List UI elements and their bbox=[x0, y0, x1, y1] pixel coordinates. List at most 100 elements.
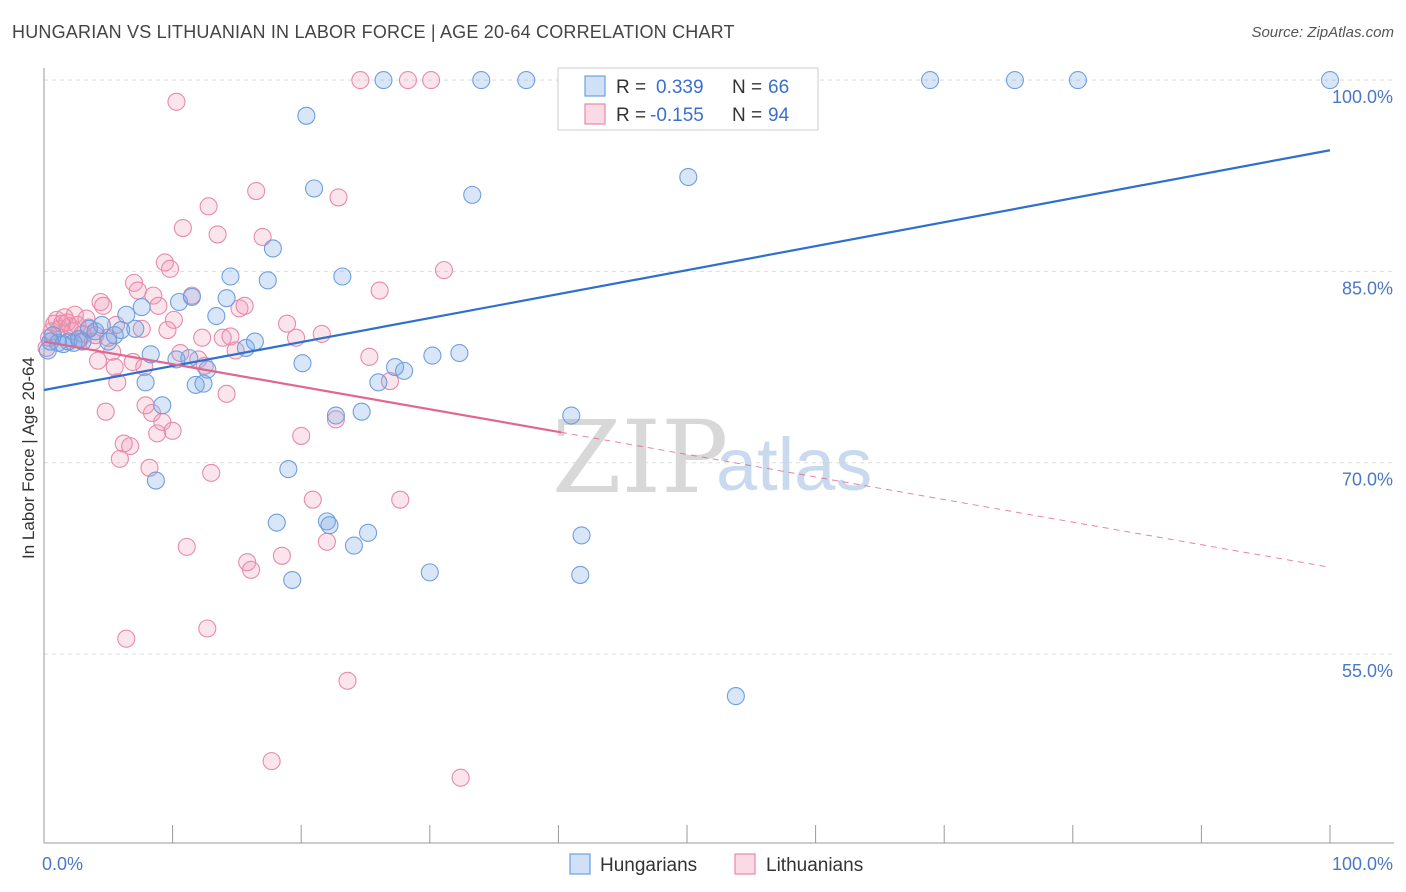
lithuanian-point-72 bbox=[272, 546, 291, 565]
lithuanian-point-58 bbox=[199, 197, 218, 216]
lithuanian-point-39 bbox=[142, 403, 162, 423]
lithuanian-point-21 bbox=[94, 296, 113, 315]
lithuanian-point-73 bbox=[278, 314, 297, 333]
lithuanian-point-48 bbox=[164, 310, 183, 329]
hungarian-point-44 bbox=[326, 406, 345, 425]
x-tick-label-min: 0.0% bbox=[42, 854, 83, 874]
lithuanian-point-31 bbox=[121, 437, 140, 456]
lithuanian-point-59 bbox=[202, 463, 221, 482]
lithuanian-point-62 bbox=[217, 384, 236, 403]
axes bbox=[43, 68, 1394, 844]
hungarian-point-29 bbox=[207, 306, 226, 326]
lithuanian-point-78 bbox=[317, 532, 336, 551]
hungarian-point-47 bbox=[352, 402, 371, 421]
hungarian-point-60 bbox=[571, 565, 590, 584]
hungarian-point-65 bbox=[921, 71, 940, 90]
series-legend-hungarians: Hungarians bbox=[600, 855, 697, 876]
lithuanian-point-69 bbox=[247, 182, 266, 201]
hungarian-point-50 bbox=[374, 71, 393, 90]
watermark: ZIP atlas bbox=[552, 399, 872, 516]
y-tick-label-2: 85.0% bbox=[1342, 278, 1393, 298]
hungarian-point-41 bbox=[305, 179, 324, 198]
source-label: Source: ZipAtlas.com bbox=[1251, 24, 1394, 41]
hungarian-point-15 bbox=[117, 305, 136, 324]
lithuanian-point-71 bbox=[262, 752, 281, 771]
lithuanian-point-11 bbox=[65, 305, 84, 324]
lithuanian-point-75 bbox=[292, 426, 311, 445]
lithuanian-point-60 bbox=[208, 225, 227, 244]
hungarian-point-39 bbox=[293, 354, 312, 373]
hungarian-point-33 bbox=[245, 332, 264, 351]
hungarian-point-25 bbox=[182, 287, 201, 306]
lithuanian-point-52 bbox=[177, 537, 196, 556]
hungarian-point-43 bbox=[320, 516, 339, 535]
hungarian-point-26 bbox=[186, 375, 205, 394]
hungarian-point-58 bbox=[517, 71, 536, 90]
legend-r-value-2: -0.155 bbox=[650, 105, 704, 126]
lithuanian-point-57 bbox=[198, 619, 217, 638]
legend-r-label-1: R = bbox=[616, 77, 646, 98]
hungarian-point-18 bbox=[136, 373, 155, 392]
hungarian-point-11 bbox=[92, 315, 111, 335]
y-tick-label-3: 100.0% bbox=[1332, 87, 1393, 107]
hungarian-point-67 bbox=[1068, 71, 1087, 90]
hungarian-point-51 bbox=[386, 357, 405, 377]
lithuanian-point-79 bbox=[326, 410, 345, 429]
lithuanian-point-28 bbox=[110, 449, 129, 468]
hungarian-point-54 bbox=[423, 346, 442, 365]
tick-labels: 55.0% 70.0% 85.0% 100.0% 0.0% 100.0% bbox=[42, 87, 1393, 874]
x-tick-label-max: 100.0% bbox=[1332, 854, 1393, 874]
lithuanian-point-12 bbox=[68, 315, 87, 335]
lithuanian-point-84 bbox=[370, 281, 389, 300]
lithuanian-point-88 bbox=[422, 71, 441, 90]
lithuanian-point-46 bbox=[160, 259, 180, 278]
legend-n-value-1: 66 bbox=[768, 77, 789, 98]
hungarian-point-62 bbox=[679, 167, 698, 187]
watermark-zip: ZIP bbox=[552, 399, 728, 516]
lithuanian-point-19 bbox=[88, 351, 108, 370]
lithuanian-point-25 bbox=[105, 357, 124, 377]
lithuanian-point-90 bbox=[451, 768, 470, 787]
lithuanian-point-80 bbox=[329, 188, 348, 207]
hungarian-point-45 bbox=[333, 267, 352, 286]
hungarian-point-48 bbox=[359, 523, 378, 542]
hungarian-point-21 bbox=[153, 396, 172, 415]
hungarian-point-31 bbox=[221, 267, 240, 286]
lithuanian-point-45 bbox=[158, 321, 177, 340]
lithuanian-point-89 bbox=[434, 261, 453, 280]
legend-n-value-2: 94 bbox=[768, 105, 790, 126]
series-legend: Hungarians Lithuanians bbox=[569, 853, 863, 876]
lithuanian-point-66 bbox=[235, 296, 254, 315]
lithuanian-point-47 bbox=[163, 421, 182, 440]
legend-r-value-1: 0.339 bbox=[656, 77, 704, 98]
lithuanian-point-70 bbox=[253, 227, 272, 247]
series-legend-swatch-hungarians bbox=[569, 853, 591, 875]
hungarian-point-52 bbox=[395, 361, 414, 380]
hungarian-point-40 bbox=[297, 106, 316, 125]
lithuanian-point-61 bbox=[213, 328, 232, 347]
lithuanian-point-76 bbox=[303, 490, 322, 509]
hungarian-point-34 bbox=[258, 271, 277, 290]
watermark-atlas: atlas bbox=[716, 423, 872, 506]
lithuanian-point-65 bbox=[230, 299, 249, 318]
hungarian-point-20 bbox=[146, 471, 165, 490]
y-axis-label: In Labor Force | Age 20-64 bbox=[19, 357, 38, 559]
hungarian-point-49 bbox=[369, 373, 388, 392]
legend-swatch-hungarian bbox=[584, 75, 606, 97]
hungarian-point-27 bbox=[194, 374, 213, 393]
hungarian-point-16 bbox=[126, 319, 145, 338]
y-tick-label-1: 70.0% bbox=[1342, 470, 1393, 490]
hungarian-point-37 bbox=[279, 460, 298, 479]
legend-n-label-2: N = bbox=[732, 105, 762, 126]
lithuanian-point-49 bbox=[167, 92, 186, 111]
lithuanian-point-82 bbox=[351, 71, 370, 90]
lithuanian-point-51 bbox=[173, 218, 192, 238]
lithuanian-point-85 bbox=[380, 372, 399, 391]
hungarian-point-57 bbox=[472, 71, 491, 90]
hungarian-point-56 bbox=[463, 185, 482, 204]
trend-lines bbox=[43, 149, 1331, 568]
lithuanian-point-35 bbox=[132, 319, 151, 338]
hungarian-point-55 bbox=[450, 343, 469, 363]
lithuanian-point-87 bbox=[398, 71, 417, 90]
